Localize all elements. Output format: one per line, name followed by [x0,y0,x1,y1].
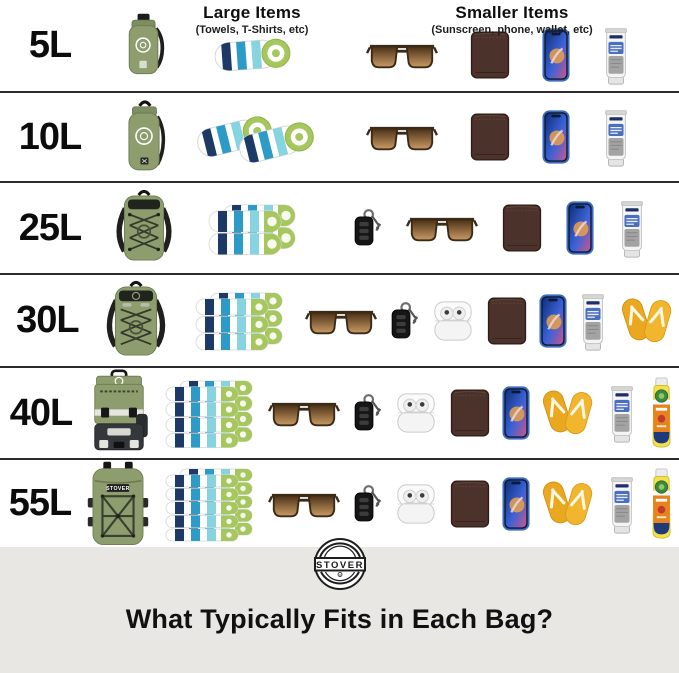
car-keys-icon [350,206,384,250]
size-row-30l: 30L [0,275,679,368]
sunscreen-tube-icon [600,24,632,86]
wallet-icon [500,201,544,255]
stover-logo-icon: STOVER R [312,536,368,592]
cooler-backpack-40l-icon [82,369,156,457]
wallet-icon [448,477,492,531]
size-label: 5L [28,24,72,66]
airpods-icon [394,392,438,434]
flip-flops-icon [540,385,596,441]
towels-icon [188,10,322,82]
size-row-40l: 40L [0,368,679,460]
wallet-icon [485,294,529,348]
small-items-group [268,377,679,449]
backpack-25l-icon [100,187,188,269]
car-keys-icon [350,482,384,526]
wallet-icon [468,110,512,164]
sunglasses-icon [268,487,340,521]
car-keys-icon [387,299,421,343]
large-items-subtitle: (Towels, T-Shirts, etc) [195,24,309,36]
footer: STOVER R What Typically Fits in Each Bag… [0,538,679,673]
spray-sunscreen-icon [648,377,675,449]
sunglasses-icon [268,396,340,430]
flip-flops-icon [540,476,596,532]
svg-text:STOVER: STOVER [106,486,130,492]
sunglasses-icon [305,304,377,338]
small-items-group [322,106,679,168]
small-items-group [322,6,679,86]
large-items-title: Large Items [203,3,301,22]
airpods-icon [431,300,475,342]
iphone-icon [565,200,594,256]
small-items-group [268,467,679,540]
smaller-items-title: Smaller Items [455,3,569,22]
iphone-icon [541,109,570,165]
large-items-header: Large Items (Towels, T-Shirts, etc) [168,3,336,36]
size-row-25l: 25L [0,183,679,275]
backpack-30l-icon [95,278,178,364]
towels-icon [178,289,305,352]
sunglasses-icon [405,211,478,245]
sunscreen-tube-icon [606,382,638,444]
sunscreen-tube-icon [600,106,632,168]
smaller-items-header: Smaller Items (Sunscreen, phone, wallet,… [402,3,622,36]
size-comparison-rows: 5L [0,0,679,547]
size-row-5l: 5L [0,0,679,93]
size-label: 25L [18,206,82,249]
dry-bag-10l-icon [100,97,188,177]
small-items-group [305,290,679,352]
sunglasses-icon [365,38,438,72]
airpods-icon [394,483,438,525]
size-label: 55L [8,482,72,524]
iphone-icon [502,476,530,532]
dry-bag-5l-icon [100,10,188,82]
page-title: What Typically Fits in Each Bag? [125,604,554,634]
size-row-55l: 55L STOVER [0,460,679,547]
size-label: 40L [9,391,73,434]
backpack-55l-icon: STOVER [80,460,156,548]
sunscreen-tube-icon [577,290,609,352]
svg-text:R: R [339,573,341,577]
iphone-icon [541,27,570,83]
svg-text:STOVER: STOVER [316,560,364,571]
iphone-icon [502,385,530,441]
iphone-icon [539,293,567,349]
towels-icon [156,377,268,449]
sunscreen-tube-icon [606,473,638,535]
size-label: 10L [18,115,82,158]
towels-icon [188,105,322,169]
flip-flops-icon [619,293,675,349]
towels-icon [188,201,322,256]
small-items-group [322,197,679,259]
towels-icon [156,465,268,543]
smaller-items-subtitle: (Sunscreen, phone, wallet, etc) [431,24,593,36]
car-keys-icon [350,391,384,435]
sunglasses-icon [365,120,438,154]
wallet-icon [448,386,492,440]
wallet-icon [468,28,512,82]
spray-sunscreen-icon [648,467,675,540]
size-row-10l: 10L [0,93,679,183]
sunscreen-tube-icon [616,197,648,259]
size-label: 30L [16,299,79,341]
